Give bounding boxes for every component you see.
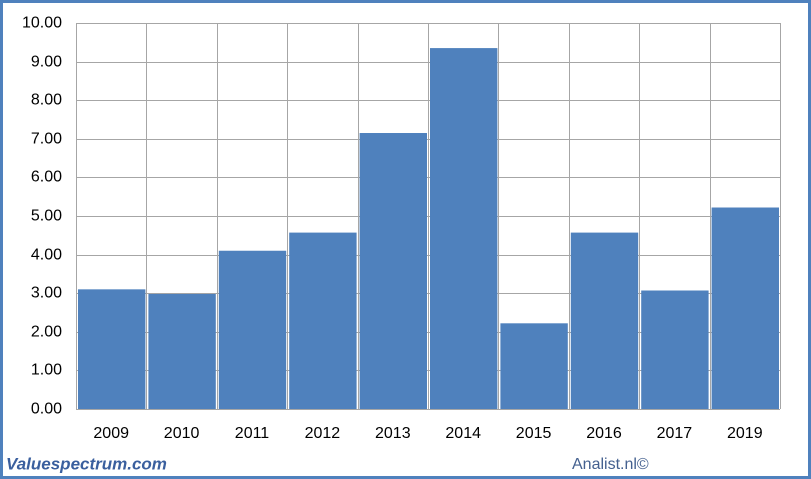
- y-tick-label: 5.00: [31, 208, 62, 225]
- x-tick-label: 2016: [586, 425, 622, 442]
- footer-left: Valuespectrum.com: [6, 454, 167, 473]
- bar: [430, 48, 498, 410]
- bar: [289, 232, 357, 409]
- y-tick-label: 2.00: [31, 324, 62, 341]
- bar: [218, 250, 287, 409]
- y-tick-label: 10.00: [22, 15, 62, 32]
- y-tick-label: 8.00: [31, 92, 62, 109]
- x-tick-label: 2015: [516, 425, 552, 442]
- y-tick-label: 1.00: [31, 362, 62, 379]
- y-tick-label: 6.00: [31, 169, 62, 186]
- x-tick-label: 2012: [305, 425, 341, 442]
- y-tick-label: 3.00: [31, 285, 62, 302]
- bar: [711, 207, 779, 409]
- footer-right: Analist.nl©: [572, 456, 649, 473]
- bar: [500, 323, 568, 409]
- y-tick-label: 9.00: [31, 54, 62, 71]
- y-tick-label: 0.00: [31, 401, 62, 418]
- y-tick-label: 4.00: [31, 247, 62, 264]
- bar: [359, 133, 427, 409]
- x-tick-label: 2019: [727, 425, 763, 442]
- x-tick-label: 2014: [445, 425, 481, 442]
- bar: [641, 290, 709, 409]
- x-tick-label: 2010: [164, 425, 200, 442]
- bar: [148, 293, 216, 409]
- y-tick-label: 7.00: [31, 131, 62, 148]
- x-tick-label: 2011: [235, 425, 270, 442]
- x-tick-label: 2017: [657, 425, 693, 442]
- bar: [570, 232, 639, 409]
- x-tick-label: 2013: [375, 425, 411, 442]
- bar: [78, 289, 146, 409]
- x-tick-label: 2009: [93, 425, 129, 442]
